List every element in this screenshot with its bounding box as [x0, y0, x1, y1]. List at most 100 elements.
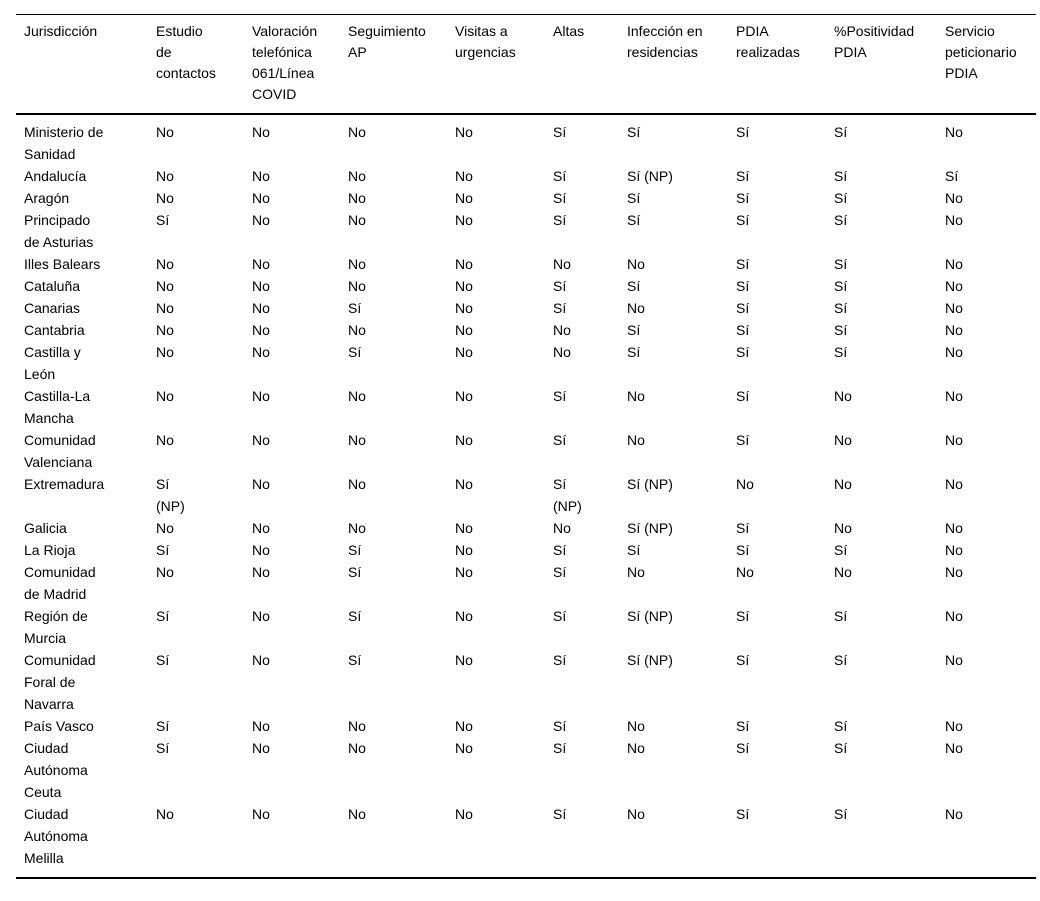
cell-infeccion-en-residencias: Sí (NP) [627, 608, 673, 624]
cell-visitas-a-urgencias: No [455, 168, 473, 184]
cell-altas: No [553, 256, 571, 272]
cell-seguimiento-ap: Sí [348, 542, 362, 558]
table-row: Región de Murcia Sí No Sí No Sí Sí (NP) Sí Sí No [16, 605, 1036, 649]
cell-servicio-peticionario-pdia: No [945, 608, 963, 624]
cell-pdia-realizadas: Sí [736, 300, 750, 316]
row-jurisdiction-label: La Rioja [24, 542, 76, 558]
cell-infeccion-en-residencias: No [627, 256, 645, 272]
cell-valoracion-telefonica: No [252, 322, 270, 338]
column-header-servicio-peticionario-pdia: Servicio peticionario PDIA [937, 14, 1036, 115]
cell-visitas-a-urgencias: No [455, 124, 473, 140]
cell-visitas-a-urgencias: No [455, 344, 473, 360]
cell-seguimiento-ap: No [348, 806, 366, 822]
cell-positividad-pdia: Sí [834, 190, 848, 206]
table-row: Cataluña No No No No Sí Sí Sí Sí No [16, 275, 1036, 297]
table-row: Galicia No No No No No Sí (NP) Sí No No [16, 517, 1036, 539]
cell-seguimiento-ap: No [348, 718, 366, 734]
cell-servicio-peticionario-pdia: No [945, 740, 963, 756]
cell-altas: Sí [553, 652, 567, 668]
cell-servicio-peticionario-pdia: No [945, 278, 963, 294]
cell-altas: Sí [553, 190, 567, 206]
row-jurisdiction-label: Extremadura [24, 476, 105, 492]
table-row: Ciudad Autónoma Melilla No No No No Sí No Sí Sí N… [16, 803, 1036, 878]
cell-positividad-pdia: Sí [834, 344, 848, 360]
cell-positividad-pdia: No [834, 432, 852, 448]
cell-altas: No [553, 344, 571, 360]
cell-estudio-de-contactos: Sí [156, 212, 170, 228]
cell-visitas-a-urgencias: No [455, 212, 473, 228]
cell-infeccion-en-residencias: Sí [627, 190, 641, 206]
cell-estudio-de-contactos: No [156, 806, 174, 822]
cell-positividad-pdia: Sí [834, 542, 848, 558]
cell-servicio-peticionario-pdia: No [945, 520, 963, 536]
cell-valoracion-telefonica: No [252, 652, 270, 668]
cell-estudio-de-contactos: No [156, 520, 174, 536]
cell-positividad-pdia: Sí [834, 256, 848, 272]
table-row: Castilla-La Mancha No No No No Sí No Sí No No [16, 385, 1036, 429]
cell-pdia-realizadas: Sí [736, 718, 750, 734]
cell-visitas-a-urgencias: No [455, 542, 473, 558]
cell-seguimiento-ap: No [348, 322, 366, 338]
cell-valoracion-telefonica: No [252, 564, 270, 580]
cell-infeccion-en-residencias: Sí [627, 542, 641, 558]
cell-valoracion-telefonica: No [252, 124, 270, 140]
cell-pdia-realizadas: Sí [736, 278, 750, 294]
cell-servicio-peticionario-pdia: No [945, 718, 963, 734]
cell-altas: Sí [553, 168, 567, 184]
cell-pdia-realizadas: Sí [736, 652, 750, 668]
table-row: Ministerio de Sanidad No No No No Sí Sí Sí Sí No [16, 114, 1036, 165]
cell-estudio-de-contactos: No [156, 432, 174, 448]
cell-infeccion-en-residencias: No [627, 718, 645, 734]
cell-pdia-realizadas: Sí [736, 608, 750, 624]
cell-servicio-peticionario-pdia: No [945, 542, 963, 558]
cell-altas: Sí [553, 564, 567, 580]
cell-infeccion-en-residencias: Sí [627, 212, 641, 228]
cell-valoracion-telefonica: No [252, 432, 270, 448]
column-header-altas: Altas [545, 14, 619, 115]
cell-servicio-peticionario-pdia: No [945, 300, 963, 316]
table-row: Comunidad de Madrid No No Sí No Sí No No No No [16, 561, 1036, 605]
row-jurisdiction-label: Principado de Asturias [24, 212, 94, 250]
table-row: Andalucía No No No No Sí Sí (NP) Sí Sí Sí [16, 165, 1036, 187]
row-jurisdiction-label: Ministerio de Sanidad [24, 124, 104, 162]
cell-altas: Sí [553, 212, 567, 228]
cell-pdia-realizadas: No [736, 564, 754, 580]
cell-estudio-de-contactos: No [156, 388, 174, 404]
cell-positividad-pdia: No [834, 564, 852, 580]
cell-pdia-realizadas: Sí [736, 520, 750, 536]
cell-infeccion-en-residencias: No [627, 564, 645, 580]
cell-pdia-realizadas: No [736, 476, 754, 492]
cell-estudio-de-contactos: No [156, 322, 174, 338]
cell-seguimiento-ap: Sí [348, 344, 362, 360]
cell-seguimiento-ap: No [348, 388, 366, 404]
cell-seguimiento-ap: Sí [348, 608, 362, 624]
cell-pdia-realizadas: Sí [736, 212, 750, 228]
cell-positividad-pdia: Sí [834, 300, 848, 316]
cell-servicio-peticionario-pdia: No [945, 564, 963, 580]
column-header-pdia-realizadas: PDIA realizadas [728, 14, 826, 115]
table-row: Illes Balears No No No No No No Sí Sí No [16, 253, 1036, 275]
cell-valoracion-telefonica: No [252, 608, 270, 624]
cell-infeccion-en-residencias: No [627, 388, 645, 404]
cell-positividad-pdia: No [834, 388, 852, 404]
cell-servicio-peticionario-pdia: No [945, 432, 963, 448]
cell-estudio-de-contactos: No [156, 190, 174, 206]
cell-visitas-a-urgencias: No [455, 476, 473, 492]
cell-positividad-pdia: Sí [834, 718, 848, 734]
column-header-visitas-a-urgencias: Visitas a urgencias [447, 14, 545, 115]
cell-pdia-realizadas: Sí [736, 322, 750, 338]
cell-visitas-a-urgencias: No [455, 432, 473, 448]
cell-infeccion-en-residencias: Sí [627, 278, 641, 294]
cell-infeccion-en-residencias: No [627, 806, 645, 822]
cell-infeccion-en-residencias: Sí [627, 124, 641, 140]
cell-visitas-a-urgencias: No [455, 520, 473, 536]
cell-visitas-a-urgencias: No [455, 322, 473, 338]
cell-altas: Sí [553, 124, 567, 140]
cell-valoracion-telefonica: No [252, 344, 270, 360]
row-jurisdiction-label: Ciudad Autónoma Ceuta [24, 740, 88, 800]
cell-servicio-peticionario-pdia: No [945, 124, 963, 140]
row-jurisdiction-label: Comunidad Foral de Navarra [24, 652, 96, 712]
column-header-valoracion-telefonica: Valoración telefónica 061/Línea COVID [244, 14, 340, 115]
cell-visitas-a-urgencias: No [455, 278, 473, 294]
cell-seguimiento-ap: No [348, 168, 366, 184]
